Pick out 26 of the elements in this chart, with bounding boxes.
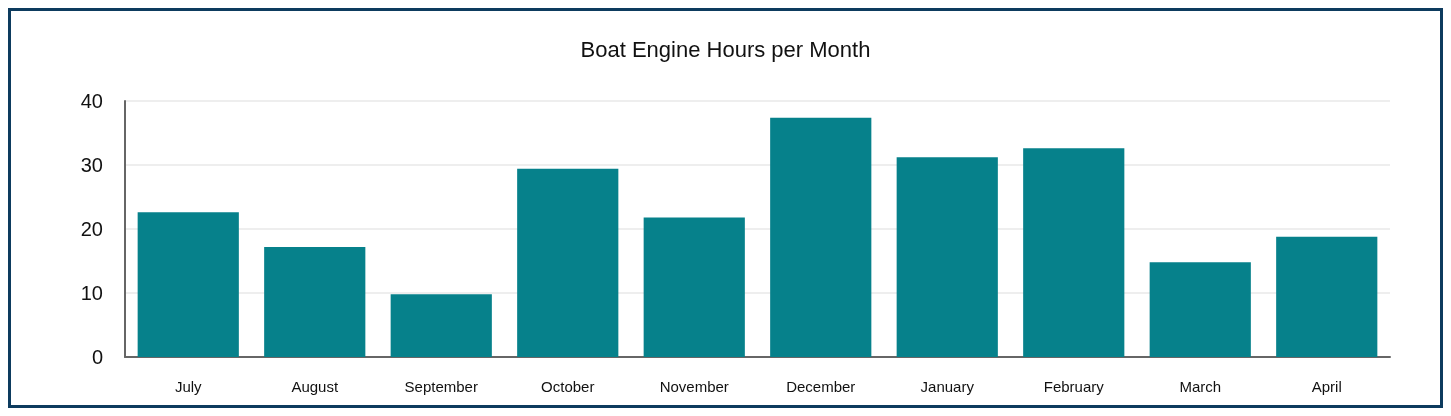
x-tick-label: September: [404, 378, 478, 395]
bar: [643, 217, 745, 357]
bar: [1149, 262, 1251, 357]
x-tick-label: October: [541, 378, 595, 395]
y-tick-label: 40: [80, 90, 103, 112]
bar: [137, 212, 239, 357]
x-tick-label: March: [1179, 378, 1222, 395]
bar: [1276, 236, 1378, 357]
x-tick-label: November: [659, 378, 729, 395]
y-tick-label: 20: [80, 218, 103, 240]
bar: [1023, 148, 1125, 357]
bar: [390, 294, 492, 357]
y-tick-label: 0: [91, 346, 103, 368]
bar: [770, 117, 872, 357]
x-tick-label: December: [786, 378, 856, 395]
x-tick-label: August: [291, 378, 339, 395]
bar: [517, 168, 619, 357]
x-tick-label: April: [1311, 378, 1342, 395]
x-tick-label: July: [174, 378, 203, 395]
y-tick-label: 10: [80, 282, 103, 304]
chart-title: Boat Engine Hours per Month: [580, 36, 871, 62]
x-tick-label: February: [1043, 378, 1105, 395]
x-tick-label: January: [920, 378, 975, 395]
bar: [264, 246, 366, 357]
y-tick-label: 30: [80, 154, 103, 176]
bar: [896, 157, 998, 357]
